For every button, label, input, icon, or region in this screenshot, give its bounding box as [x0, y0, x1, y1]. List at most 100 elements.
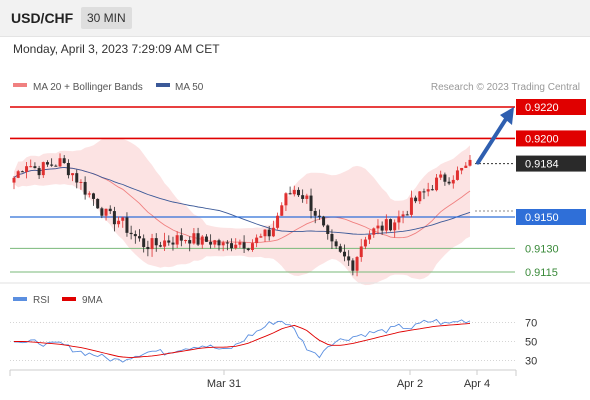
candle-body	[372, 228, 376, 235]
candle-body	[188, 240, 192, 244]
candle-body	[422, 191, 426, 193]
candle-body	[50, 164, 54, 166]
candle-body	[121, 217, 125, 221]
candle-body	[313, 210, 317, 216]
rsi-ma-line	[14, 322, 471, 359]
candle-body	[12, 177, 16, 183]
candle-body	[255, 237, 259, 244]
candle-body	[117, 220, 121, 225]
rsi-line	[13, 318, 471, 363]
candle-body	[33, 166, 37, 169]
candle-body	[167, 240, 171, 243]
candle-body	[355, 257, 359, 271]
candle-body	[45, 162, 49, 165]
resistance-label: 0.9220	[525, 102, 559, 114]
candle-body	[238, 242, 242, 245]
candle-body	[447, 181, 451, 184]
candle-body	[384, 219, 388, 231]
x-ticks: Mar 31 Apr 2 Apr 4	[207, 370, 490, 390]
candle-body	[363, 239, 367, 247]
forecast-arrow	[476, 107, 514, 165]
rsi-ma-legend-label: 9MA	[82, 295, 103, 306]
bollinger-bands	[14, 138, 470, 286]
candle-body	[108, 208, 112, 212]
ma20-legend-swatch	[13, 83, 27, 87]
candle-body	[380, 225, 384, 231]
forecast-arrow-shaft	[476, 117, 508, 165]
candle-body	[25, 166, 29, 172]
candle-body	[184, 240, 188, 242]
moving-averages	[13, 166, 471, 244]
bollinger-fill	[14, 138, 470, 286]
rsi-tick-label: 50	[525, 337, 537, 349]
candle-body	[125, 217, 129, 233]
watermark: Research © 2023 Trading Central	[431, 82, 580, 93]
price-levels	[10, 106, 515, 273]
level-labels: 0.9220 0.9200 0.9184 0.9150 0.9130 0.9115	[516, 99, 586, 279]
candle-body	[192, 233, 196, 244]
chart-header: USD/CHF 30 MIN	[0, 0, 590, 37]
candle-body	[322, 216, 326, 226]
candle-body	[259, 236, 263, 238]
candle-body	[468, 159, 472, 166]
candle-body	[435, 177, 439, 191]
candle-body	[58, 158, 62, 167]
candle-body	[171, 242, 175, 245]
candle-body	[301, 195, 305, 199]
candle-body	[284, 193, 288, 206]
rsi-tick-label: 30	[525, 356, 537, 368]
candle-body	[414, 197, 418, 202]
x-tick-label: Apr 4	[464, 378, 490, 390]
candle-body	[112, 211, 116, 225]
candle-body	[326, 225, 330, 234]
rsi-legend-label: RSI	[33, 295, 50, 306]
candle-body	[175, 235, 179, 245]
rsi-pane: 70 50 30	[10, 318, 537, 368]
candle-body	[267, 229, 271, 237]
candle-body	[460, 167, 464, 171]
ma50-line	[13, 166, 471, 235]
candle-body	[154, 238, 158, 246]
candle-body	[451, 179, 455, 184]
candle-body	[29, 166, 33, 168]
candle-body	[138, 236, 142, 239]
candle-body	[276, 215, 280, 228]
candle-body	[66, 163, 70, 176]
candle-body	[204, 236, 208, 242]
candle-body	[305, 195, 309, 199]
target-label: 0.9130	[525, 243, 559, 255]
candle-body	[250, 243, 254, 250]
resistance-label-box	[516, 130, 586, 147]
candle-body	[129, 232, 133, 235]
candle-body	[426, 189, 430, 192]
candle-body	[464, 165, 468, 168]
candle-body	[133, 234, 137, 237]
candle-body	[83, 181, 87, 195]
candle-body	[75, 173, 79, 183]
rsi-legend-swatch	[13, 297, 27, 301]
candle-body	[37, 168, 41, 176]
candle-body	[409, 197, 413, 215]
candle-body	[213, 240, 217, 245]
candle-body	[317, 215, 321, 217]
x-tick-label: Mar 31	[207, 378, 241, 390]
candle-body	[368, 234, 372, 240]
candle-body	[418, 191, 422, 202]
support-label: 0.9150	[525, 212, 559, 224]
candle-body	[443, 174, 447, 182]
candle-body	[230, 243, 234, 249]
candle-body	[389, 219, 393, 231]
candle-body	[16, 171, 20, 178]
candle-body	[200, 236, 204, 245]
timeframe-button[interactable]: 30 MIN	[81, 7, 132, 29]
price-label-box	[516, 155, 586, 172]
candle-body	[455, 170, 459, 180]
candle-body	[104, 208, 108, 216]
candle-body	[393, 222, 397, 231]
candle-body	[242, 242, 246, 249]
forecast-arrow-head	[500, 107, 514, 125]
candle-body	[71, 173, 75, 176]
candle-body	[351, 260, 355, 271]
candle-body	[280, 205, 284, 216]
